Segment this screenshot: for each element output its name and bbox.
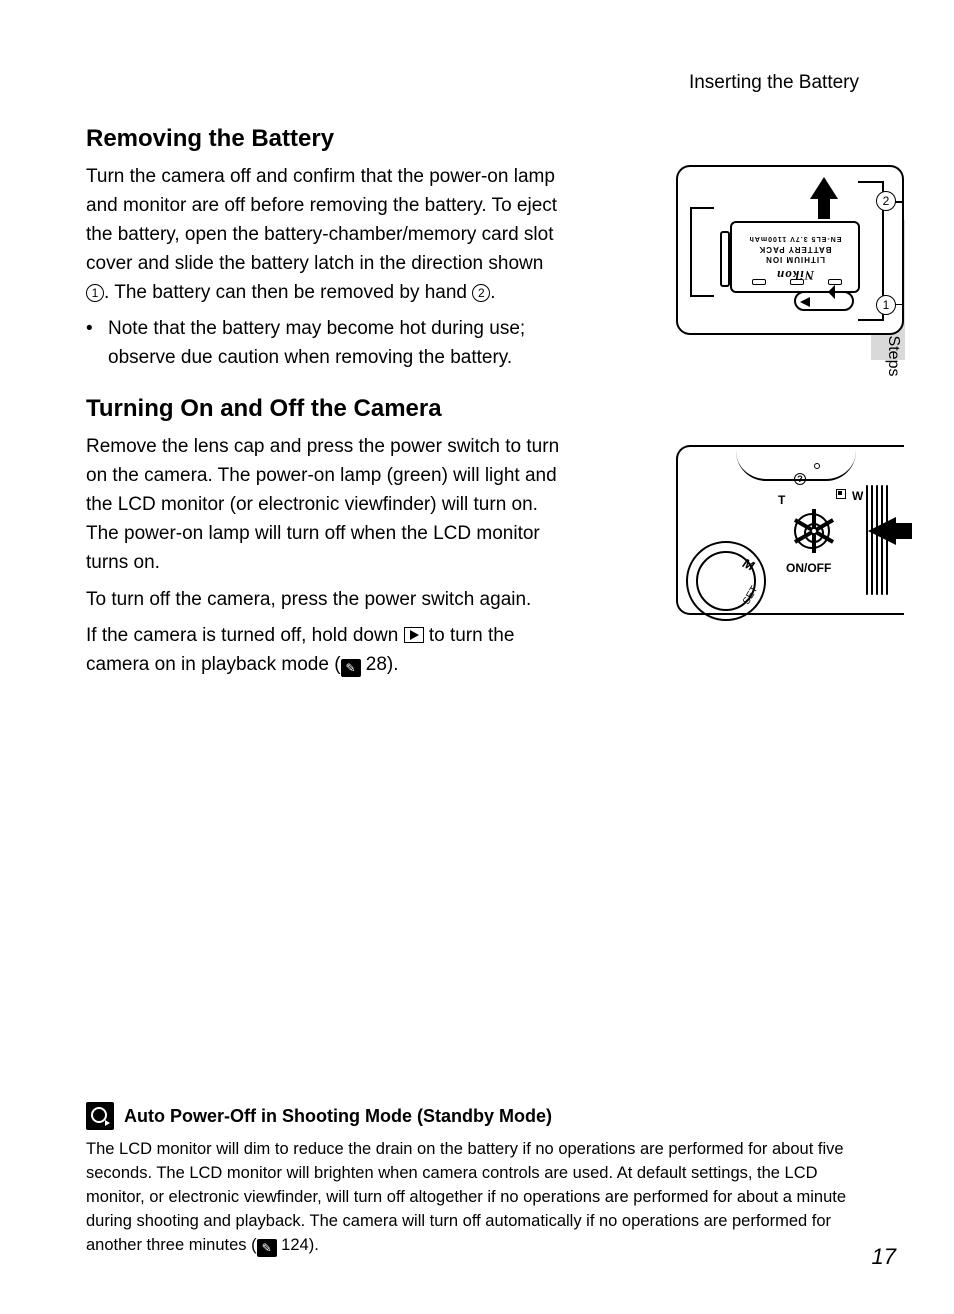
onoff-label: ON/OFF (786, 561, 831, 575)
mode-dial: M SET (686, 541, 766, 621)
battery-text-2: BATTERY PACK (732, 245, 858, 254)
prong (794, 530, 813, 543)
terminal (752, 279, 766, 285)
prong (812, 509, 816, 529)
latch (720, 231, 730, 287)
w-label: W (852, 489, 863, 503)
battery-text-1: LITHIUM ION (732, 255, 858, 264)
callout-2: 2 (876, 191, 896, 211)
callout-1: 1 (876, 295, 896, 315)
camera-top: M SET ? T W ON/OFF (676, 445, 904, 615)
compartment: Nikon LITHIUM ION BATTERY PACK EN-EL5 3.… (690, 181, 890, 319)
reference-icon: ✎ (257, 1239, 277, 1257)
prong (815, 518, 834, 531)
arrow-up-icon (810, 177, 838, 199)
battery-body: Nikon LITHIUM ION BATTERY PACK EN-EL5 3.… (730, 221, 860, 293)
bullet-text: Note that the battery may become hot dur… (108, 315, 566, 373)
prong (815, 530, 834, 543)
footer-title: Auto Power-Off in Shooting Mode (Standby… (124, 1106, 552, 1127)
circled-2-inline: 2 (472, 284, 490, 302)
playback-icon (404, 627, 424, 643)
power-switch-diagram: M SET ? T W ON/OFF (676, 445, 904, 615)
heading-removing-battery: Removing the Battery (86, 125, 866, 153)
header-section-label: Inserting the Battery (689, 72, 859, 94)
battery-removal-diagram: Nikon LITHIUM ION BATTERY PACK EN-EL5 3.… (676, 165, 904, 335)
turning-on-paragraph-3: If the camera is turned off, hold down t… (86, 622, 566, 680)
text: If the camera is turned off, hold down (86, 625, 404, 646)
thumbnail-icon (836, 489, 846, 499)
removing-battery-paragraph: Turn the camera off and confirm that the… (86, 163, 566, 307)
text: 28). (361, 654, 399, 675)
press-arrow-icon (868, 517, 896, 545)
text: 124). (277, 1236, 319, 1254)
footer-body: The LCD monitor will dim to reduce the d… (86, 1138, 866, 1258)
heading-turning-on-off: Turning On and Off the Camera (86, 395, 866, 423)
circled-1-inline: 1 (86, 284, 104, 302)
slot-edge (690, 207, 714, 297)
text: . (490, 282, 495, 303)
page-number: 17 (872, 1244, 896, 1270)
battery-text-3: EN-EL5 3.7V 1100mAh (732, 235, 858, 242)
note-icon (86, 1102, 114, 1130)
bullet-marker: • (86, 315, 108, 373)
prong (812, 533, 816, 553)
slider-arrow-icon (800, 297, 810, 307)
reference-icon: ✎ (341, 659, 361, 677)
power-switch (794, 513, 830, 549)
arrow-diag-icon (826, 285, 842, 301)
text: The LCD monitor will dim to reduce the d… (86, 1140, 846, 1254)
prong (794, 518, 813, 531)
t-label: T (778, 493, 785, 507)
terminal (790, 279, 804, 285)
bullet-item: • Note that the battery may become hot d… (86, 315, 566, 373)
turning-on-paragraph-2: To turn off the camera, press the power … (86, 586, 566, 615)
text: . The battery can then be removed by han… (104, 282, 472, 303)
text: Turn the camera off and confirm that the… (86, 166, 557, 274)
latch-slider (794, 291, 854, 311)
main-content: Removing the Battery Turn the camera off… (86, 125, 866, 688)
footer-title-row: Auto Power-Off in Shooting Mode (Standby… (86, 1102, 866, 1130)
body-curve (736, 451, 856, 481)
page: Inserting the Battery First Steps Removi… (0, 0, 954, 1314)
turning-on-paragraph-1: Remove the lens cap and press the power … (86, 433, 566, 577)
footer-note: Auto Power-Off in Shooting Mode (Standby… (86, 1102, 866, 1258)
